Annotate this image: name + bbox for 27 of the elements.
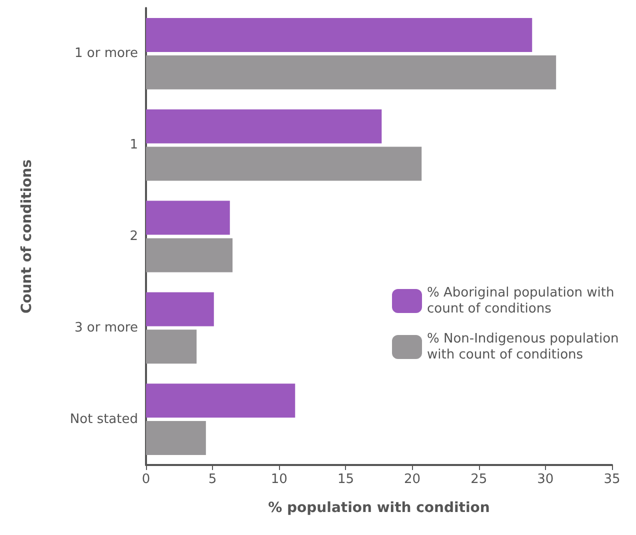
bar <box>146 146 422 181</box>
legend-label: % Non-Indigenous population with count of conditions <box>427 332 623 362</box>
y-axis-title: Count of conditions <box>19 159 35 314</box>
x-tick-label: 0 <box>142 472 150 487</box>
x-axis-title: % population with condition <box>268 500 490 516</box>
x-tick-label: 10 <box>270 472 288 487</box>
bar <box>146 109 382 144</box>
bar <box>146 330 197 364</box>
x-tick-label: 5 <box>208 472 217 487</box>
x-tick-label: 20 <box>404 472 421 487</box>
y-tick-label: 3 or more <box>74 320 138 336</box>
bar <box>146 238 233 272</box>
bar <box>146 18 532 52</box>
x-tick-label: 30 <box>537 472 554 487</box>
bar <box>146 421 206 455</box>
y-tick-label: 1 or more <box>74 46 138 62</box>
y-tick-label: 2 <box>130 229 138 244</box>
y-tick-label: Not stated <box>70 412 138 427</box>
legend-label: % Aboriginal population with count of conditions <box>427 286 618 316</box>
x-tick-label: 25 <box>470 472 488 487</box>
bar <box>146 200 230 235</box>
bar <box>146 55 556 90</box>
x-tick-label: 15 <box>337 472 354 487</box>
bar <box>146 384 296 418</box>
x-tick-label: 35 <box>604 472 620 487</box>
y-tick-label: 1 <box>130 138 138 153</box>
bar <box>146 292 214 326</box>
